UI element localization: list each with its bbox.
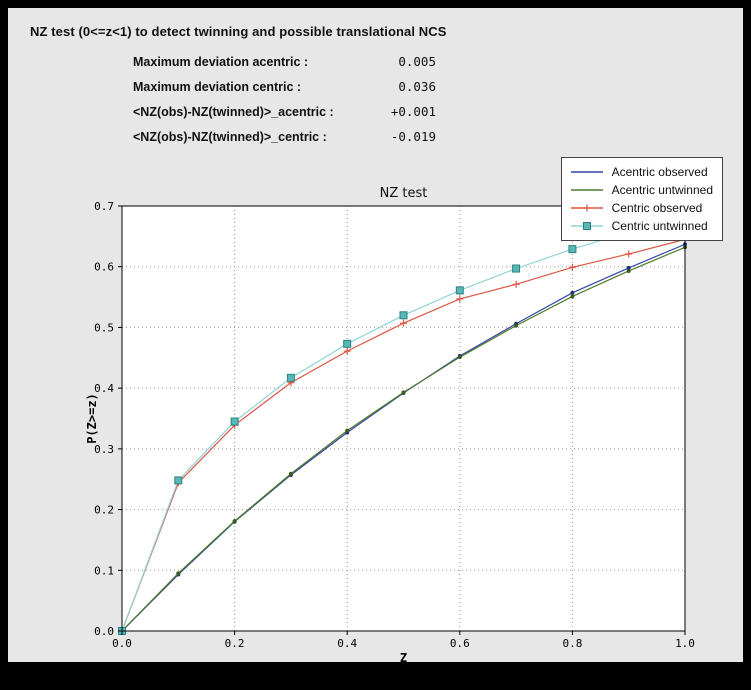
data-point-marker [286, 373, 295, 382]
data-point-marker [232, 519, 237, 524]
x-tick-label: 0.8 [562, 637, 582, 650]
data-point-marker [345, 428, 350, 433]
stat-label: Maximum deviation centric : [133, 79, 302, 94]
legend-item: Centric observed [569, 200, 713, 216]
stat-value: -0.019 [390, 129, 436, 144]
data-point-marker [514, 323, 519, 328]
legend-sample-circle [570, 189, 603, 191]
x-tick-label: 1.0 [675, 637, 695, 650]
plot-border [121, 205, 686, 632]
x-axis-label: Z [400, 651, 407, 663]
stat-label: <NZ(obs)-NZ(twinned)>_acentric : [133, 104, 334, 119]
stats-table: Maximum deviation acentric : 0.005 Maxim… [133, 49, 743, 149]
legend-label: Centric observed [611, 201, 703, 215]
data-point-marker [512, 264, 521, 273]
legend-label: Acentric untwinned [611, 183, 713, 197]
legend-sample-square [570, 222, 603, 230]
x-tick-label: 0.2 [225, 637, 245, 650]
y-tick-label: 0.4 [94, 382, 114, 395]
stat-row: Maximum deviation centric : 0.036 [133, 74, 743, 99]
legend-sample-circle [570, 171, 603, 173]
legend-item: Acentric untwinned [569, 182, 713, 198]
y-axis-label: P(Z>=z) [85, 393, 99, 444]
legend-item: Centric untwinned [569, 218, 713, 234]
data-point-marker [174, 476, 183, 485]
stat-value: +0.001 [390, 104, 436, 119]
y-tick-label: 0.1 [94, 564, 114, 577]
y-tick-label: 0.3 [94, 443, 114, 456]
stat-label: Maximum deviation acentric : [133, 54, 309, 69]
y-tick-label: 0.0 [94, 625, 114, 638]
data-point-marker [570, 294, 575, 299]
data-point-marker [401, 390, 406, 395]
data-point-marker [570, 290, 575, 295]
plot-panel: NZ test (0<=z<1) to detect twinning and … [8, 8, 743, 663]
data-point-marker [288, 471, 293, 476]
data-point-marker [626, 268, 631, 273]
data-point-marker [626, 265, 631, 270]
data-point-marker [455, 286, 464, 295]
data-point-marker [176, 571, 181, 576]
stat-label: <NZ(obs)-NZ(twinned)>_centric : [133, 129, 327, 144]
stat-value: 0.005 [398, 54, 436, 69]
nz-test-plot: 0.0 0.2 0.4 0.6 0.8 1.0 0.0 0.1 0.2 0.3 0.4 0.5 0.6 0… [85, 186, 695, 663]
data-point-marker [343, 339, 352, 348]
plot-background [122, 206, 685, 631]
y-tick-label: 0.5 [94, 321, 114, 334]
data-point-marker [568, 245, 577, 254]
y-tick-label: 0.2 [94, 504, 114, 517]
data-point-marker [457, 355, 462, 360]
page-title: NZ test (0<=z<1) to detect twinning and … [30, 24, 447, 39]
stat-row: <NZ(obs)-NZ(twinned)>_centric : -0.019 [133, 124, 743, 149]
stat-value: 0.036 [398, 79, 436, 94]
x-tick-label: 0.4 [337, 637, 357, 650]
legend-sample-plus [570, 204, 603, 212]
y-tick-label: 0.7 [94, 200, 114, 213]
y-tick-label: 0.6 [94, 261, 114, 274]
data-point-marker [230, 417, 239, 426]
legend-label: Acentric observed [611, 165, 708, 179]
legend-label: Centric untwinned [611, 219, 708, 233]
x-tick-label: 0.6 [450, 637, 470, 650]
stat-row: Maximum deviation acentric : 0.005 [133, 49, 743, 74]
legend-item: Acentric observed [569, 164, 713, 180]
chart-title: NZ test [380, 186, 428, 201]
chart-area: 0.0 0.2 0.4 0.6 0.8 1.0 0.0 0.1 0.2 0.3 0.4 0.5 0.6 0… [8, 149, 743, 663]
data-point-marker [399, 311, 408, 320]
x-tick-label: 0.0 [112, 637, 132, 650]
chart-legend: Acentric observed Acentric untwinned Centr… [560, 157, 723, 241]
stat-row: <NZ(obs)-NZ(twinned)>_acentric : +0.001 [133, 99, 743, 124]
